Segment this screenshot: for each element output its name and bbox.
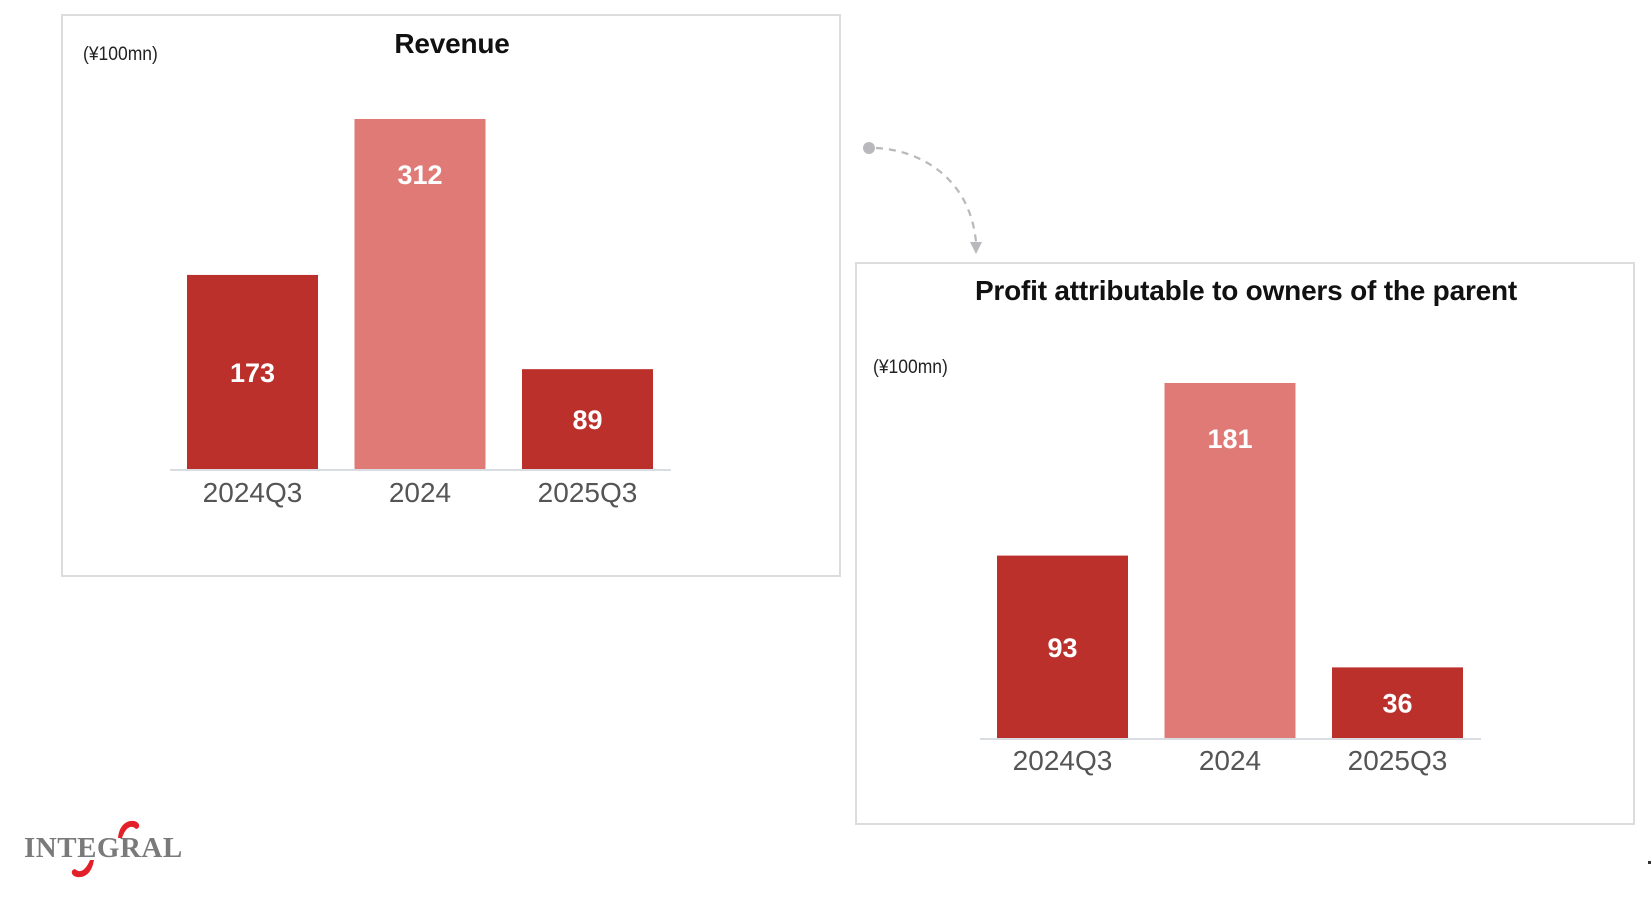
profit-chart-title: Profit attributable to owners of the par… [974, 275, 1518, 306]
profit-data-label: 93 [1047, 633, 1077, 663]
integral-logo: INTEGRAL [24, 820, 182, 878]
revenue-category-label: 2024 [389, 477, 451, 508]
page-number-fragment [1648, 861, 1651, 864]
profit-bar-2024q3 [997, 555, 1128, 738]
profit-bar-chart: 93 2024Q3 181 2024 36 2025Q3 [980, 383, 1481, 776]
dashed-curved-arrow-icon [863, 142, 982, 254]
profit-unit-label: (¥100mn) [873, 357, 948, 378]
revenue-data-label: 173 [230, 358, 275, 388]
revenue-chart-panel: Revenue (¥100mn) 173 2024Q3 312 2024 89 2025Q… [61, 14, 841, 577]
profit-bar-2025q3 [1332, 667, 1463, 738]
revenue-category-label: 2024Q3 [203, 477, 303, 508]
profit-data-label: 181 [1207, 424, 1252, 454]
profit-category-label: 2024 [1199, 745, 1261, 776]
revenue-data-label: 312 [397, 160, 442, 190]
logo-text: INTEGRAL [24, 832, 182, 864]
logo-swash-top-icon [118, 820, 140, 838]
logo-swash-bottom-icon [71, 860, 94, 878]
profit-data-label: 36 [1382, 689, 1412, 719]
revenue-bar-2025q3 [522, 369, 653, 469]
revenue-bar-2024 [354, 119, 486, 469]
connector-start-dot [863, 142, 875, 154]
revenue-bar-chart: 173 2024Q3 312 2024 89 2025Q3 [170, 119, 671, 508]
revenue-unit-label: (¥100mn) [83, 44, 158, 65]
profit-category-label: 2024Q3 [1013, 745, 1113, 776]
revenue-data-label: 89 [572, 405, 602, 435]
profit-category-label: 2025Q3 [1348, 745, 1448, 776]
profit-chart-panel: Profit attributable to owners of the par… [855, 262, 1635, 825]
revenue-chart-title: Revenue [394, 28, 510, 59]
connector-dashed-path [875, 146, 978, 243]
revenue-category-label: 2025Q3 [538, 477, 638, 508]
revenue-bar-2024q3 [187, 274, 318, 469]
connector-arrowhead [970, 242, 982, 254]
profit-bar-2024 [1164, 383, 1296, 738]
